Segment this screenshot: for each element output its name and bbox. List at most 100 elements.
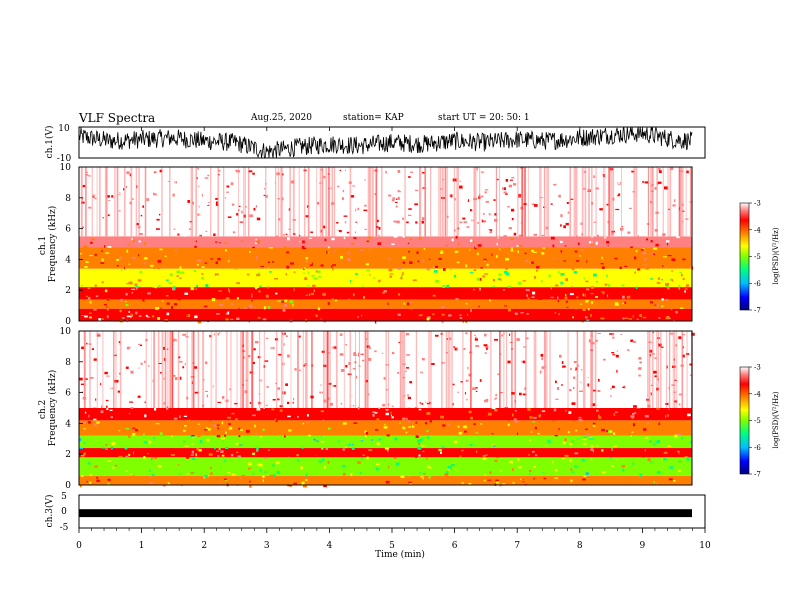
spectrogram-cell bbox=[286, 462, 289, 465]
spectrogram-cell bbox=[275, 235, 277, 238]
spectrogram-cell bbox=[614, 302, 619, 305]
spectrogram-striation bbox=[366, 331, 368, 408]
spectrogram-striation bbox=[549, 331, 551, 408]
spectrogram-cell bbox=[385, 409, 389, 411]
spectrogram-cell bbox=[135, 223, 139, 226]
spectrogram-cell bbox=[498, 273, 502, 276]
spectrogram-cell bbox=[273, 358, 275, 360]
spectrogram-cell bbox=[307, 414, 309, 417]
spectrogram-cell bbox=[240, 442, 245, 446]
spectrogram-cell bbox=[224, 478, 227, 481]
spectrogram-cell bbox=[218, 405, 220, 407]
spectrogram-cell bbox=[575, 307, 578, 310]
spectrogram-cell bbox=[229, 388, 231, 391]
spectrogram-cell bbox=[516, 383, 521, 387]
spectrogram-striation bbox=[582, 331, 585, 408]
spectrogram-cell bbox=[324, 478, 326, 481]
spectrogram-cell bbox=[547, 438, 552, 440]
spectrogram-cell bbox=[194, 248, 197, 252]
spectrogram-cell bbox=[340, 402, 343, 405]
spectrogram-cell bbox=[691, 392, 695, 396]
spectrogram-cell bbox=[321, 435, 323, 439]
spectrogram-cell bbox=[443, 186, 445, 189]
spectrogram-cell bbox=[531, 451, 535, 453]
ch2-colorbar-ticks: -3-4-5-6-7 bbox=[749, 364, 761, 479]
spectrogram-cell bbox=[252, 175, 254, 177]
spectrogram-cell bbox=[414, 203, 419, 206]
spectrogram-cell bbox=[313, 289, 315, 293]
spectrogram-cell bbox=[488, 213, 491, 216]
spectrogram-cell bbox=[209, 271, 211, 275]
spectrogram-cell bbox=[621, 345, 625, 348]
spectrogram-cell bbox=[158, 363, 162, 365]
spectrogram-cell bbox=[219, 242, 221, 244]
spectrogram-cell bbox=[658, 317, 661, 319]
spectrogram-cell bbox=[154, 231, 159, 233]
spectrogram-cell bbox=[150, 458, 153, 461]
spectrogram-cell bbox=[653, 370, 657, 374]
spectrogram-cell bbox=[139, 271, 143, 274]
spectrogram-cell bbox=[129, 315, 132, 318]
spectrogram-cell bbox=[179, 266, 182, 270]
spectrogram-striation bbox=[544, 167, 547, 237]
spectrogram-cell bbox=[238, 209, 240, 211]
spectrogram-cell bbox=[107, 246, 112, 248]
spectrogram-cell bbox=[308, 480, 311, 482]
spectrogram-cell bbox=[340, 255, 343, 259]
spectrogram-cell bbox=[409, 297, 412, 299]
spectrogram-striation bbox=[524, 167, 526, 237]
spectrogram-cell bbox=[608, 430, 612, 433]
spectrogram-cell bbox=[337, 229, 339, 231]
spectrogram-cell bbox=[210, 466, 212, 470]
spectrogram-cell bbox=[184, 425, 187, 427]
spectrogram-cell bbox=[625, 369, 629, 371]
spectrogram-cell bbox=[412, 269, 415, 272]
spectrogram-cell bbox=[315, 314, 318, 317]
spectrogram-cell bbox=[445, 244, 449, 247]
spectrogram-cell bbox=[444, 473, 449, 476]
spectrogram-cell bbox=[611, 446, 613, 449]
spectrogram-cell bbox=[252, 227, 255, 229]
spectrogram-cell bbox=[465, 379, 469, 382]
spectrogram-cell bbox=[661, 283, 663, 285]
spectrogram-cell bbox=[154, 457, 157, 460]
spectrogram-cell bbox=[443, 229, 445, 231]
spectrogram-cell bbox=[409, 482, 412, 486]
spectrogram-cell bbox=[654, 375, 658, 378]
spectrogram-cell bbox=[293, 288, 295, 291]
spectrogram-cell bbox=[172, 286, 176, 290]
ch1-colorbar bbox=[739, 202, 750, 311]
spectrogram-cell bbox=[610, 388, 612, 390]
spectrogram-cell bbox=[108, 199, 111, 201]
spectrogram-cell bbox=[570, 468, 573, 471]
spectrogram-cell bbox=[190, 435, 194, 437]
spectrogram-cell bbox=[470, 458, 474, 462]
spectrogram-striation bbox=[157, 331, 160, 408]
spectrogram-cell bbox=[200, 440, 203, 443]
spectrogram-cell bbox=[377, 219, 379, 223]
spectrogram-striation bbox=[153, 331, 156, 408]
frequency-tick-label: 8 bbox=[65, 358, 71, 368]
spectrogram-cell bbox=[567, 225, 569, 227]
spectrogram-cell bbox=[172, 244, 174, 246]
spectrogram-cell bbox=[521, 360, 526, 364]
spectrogram-cell bbox=[166, 279, 169, 282]
spectrogram-cell bbox=[252, 246, 256, 249]
spectrogram-cell bbox=[497, 278, 501, 281]
spectrogram-cell bbox=[289, 300, 294, 304]
spectrogram-cell bbox=[632, 413, 635, 415]
spectrogram-cell bbox=[652, 252, 654, 255]
spectrogram-cell bbox=[331, 265, 333, 268]
spectrogram-cell bbox=[317, 270, 321, 273]
spectrogram-cell bbox=[476, 277, 480, 281]
spectrogram-cell bbox=[156, 337, 158, 340]
spectrogram-cell bbox=[83, 452, 86, 456]
spectrogram-cell bbox=[385, 389, 390, 391]
spectrogram-cell bbox=[103, 197, 106, 200]
spectrogram-cell bbox=[114, 464, 118, 467]
spectrogram-cell bbox=[434, 259, 436, 262]
spectrogram-cell bbox=[555, 380, 557, 384]
spectrogram-cell bbox=[500, 293, 504, 296]
spectrogram-cell bbox=[419, 358, 421, 361]
spectrogram-cell bbox=[184, 191, 188, 194]
